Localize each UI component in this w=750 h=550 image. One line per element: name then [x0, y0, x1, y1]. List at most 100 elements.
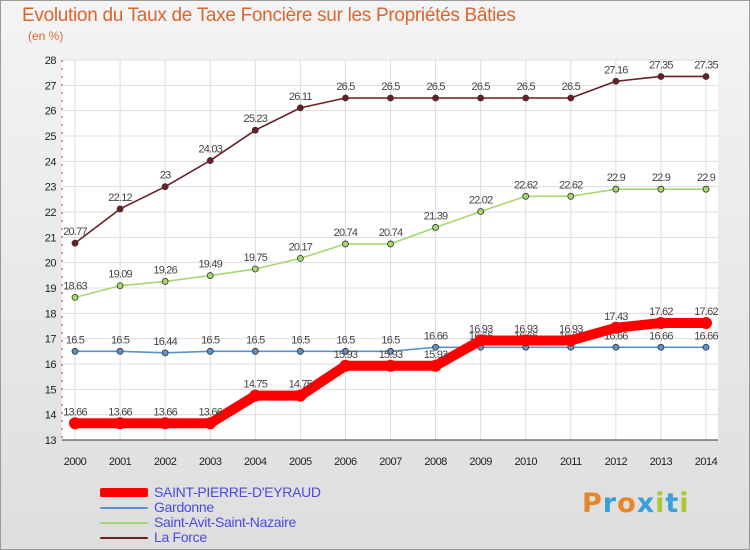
legend-label: Saint-Avit-Saint-Nazaire: [154, 514, 296, 530]
data-point: [384, 359, 397, 372]
legend-swatch: [100, 536, 148, 539]
data-label: 16.5: [66, 334, 85, 346]
data-label: 26.5: [517, 81, 536, 93]
x-tick-label: 2002: [154, 456, 177, 468]
data-point: [702, 73, 710, 80]
logo-letter: o: [617, 488, 637, 519]
data-label: 16.93: [514, 323, 538, 335]
data-label: 13.66: [108, 406, 132, 418]
x-tick-label: 2012: [605, 456, 628, 468]
data-label: 22.9: [607, 172, 626, 184]
x-tick-label: 2009: [469, 456, 492, 468]
y-tick-label: 28: [45, 55, 57, 67]
logo-letter: P: [582, 488, 603, 519]
data-point: [206, 157, 214, 164]
y-tick-label: 17: [45, 334, 57, 346]
x-tick-label: 2013: [650, 456, 673, 468]
data-point: [116, 205, 124, 213]
legend-swatch: [100, 521, 148, 524]
data-point: [474, 334, 487, 347]
y-tick-label: 25: [45, 131, 57, 143]
data-label: 26.5: [472, 81, 491, 93]
y-tick-label: 23: [45, 182, 57, 194]
chart-title: Evolution du Taux de Taxe Foncière sur l…: [22, 5, 516, 26]
legend-item: Saint-Avit-Saint-Nazaire: [100, 515, 321, 530]
data-label: 22.9: [697, 172, 716, 184]
data-point: [657, 73, 665, 80]
x-tick-label: 2004: [244, 456, 267, 468]
data-point: [206, 272, 214, 279]
data-point: [657, 343, 665, 351]
x-tick-label: 2000: [64, 456, 87, 468]
data-label: 16.93: [559, 323, 583, 335]
data-label: 13.66: [63, 406, 87, 418]
data-label: 13.66: [198, 406, 222, 418]
data-label: 26.5: [426, 81, 445, 93]
data-point: [429, 359, 442, 372]
x-tick-label: 2007: [379, 456, 402, 468]
legend-label: SAINT-PIERRE-D'EYRAUD: [154, 484, 321, 500]
data-label: 24.03: [198, 144, 222, 156]
data-label: 21.39: [424, 210, 448, 222]
y-tick-label: 20: [45, 258, 57, 270]
data-label: 20.17: [289, 241, 313, 253]
legend-swatch: [100, 488, 148, 497]
data-label: 16.44: [153, 336, 177, 348]
y-tick-label: 15: [45, 384, 57, 396]
y-tick-label: 26: [45, 106, 57, 118]
data-label: 16.5: [111, 334, 130, 346]
data-point: [612, 343, 620, 351]
data-label: 22.02: [469, 194, 493, 206]
data-point: [116, 347, 124, 355]
data-point: [251, 265, 259, 273]
data-label: 13.66: [153, 406, 177, 418]
data-label: 19.26: [153, 264, 177, 276]
data-label: 22.62: [514, 179, 538, 191]
x-tick-label: 2006: [334, 456, 357, 468]
x-tick-label: 2011: [560, 456, 582, 468]
data-label: 19.75: [244, 252, 268, 264]
data-point: [477, 94, 485, 102]
y-tick-label: 27: [45, 80, 57, 92]
legend-item: Gardonne: [100, 500, 321, 515]
data-label: 16.66: [649, 330, 673, 342]
data-point: [387, 94, 394, 102]
data-label: 16.5: [336, 334, 355, 346]
data-point: [342, 94, 349, 102]
data-label: 25.23: [244, 113, 268, 125]
data-point: [342, 347, 349, 355]
y-tick-label: 13: [45, 435, 57, 447]
legend-item: La Force: [100, 530, 321, 545]
data-point: [251, 126, 259, 134]
data-label: 17.62: [649, 306, 673, 318]
logo-letter: i: [679, 488, 690, 519]
data-label: 16.5: [246, 334, 265, 346]
y-tick-label: 22: [45, 207, 57, 219]
data-point: [69, 417, 81, 430]
data-point: [612, 77, 620, 85]
data-point: [567, 192, 575, 200]
data-label: 15.93: [334, 349, 358, 361]
data-point: [114, 417, 127, 430]
legend-label: La Force: [154, 529, 207, 545]
proxiti-logo: Proxiti: [582, 488, 690, 519]
x-tick-label: 2008: [424, 456, 447, 468]
data-point: [564, 334, 577, 347]
logo-letter: t: [665, 488, 680, 519]
data-point: [339, 359, 352, 372]
legend-item: SAINT-PIERRE-D'EYRAUD: [100, 485, 321, 500]
data-label: 16.5: [381, 334, 400, 346]
data-point: [71, 347, 79, 355]
y-tick-label: 24: [45, 156, 57, 168]
data-label: 27.16: [604, 64, 628, 76]
data-point: [432, 343, 439, 351]
data-label: 15.93: [424, 349, 448, 361]
data-point: [294, 389, 307, 402]
unit-label: (en %): [28, 29, 64, 43]
logo-letter: r: [602, 488, 618, 519]
legend-swatch: [100, 506, 148, 509]
data-label: 22.12: [108, 192, 132, 204]
data-point: [342, 240, 349, 248]
data-label: 19.49: [198, 259, 222, 271]
x-tick-label: 2003: [199, 456, 222, 468]
